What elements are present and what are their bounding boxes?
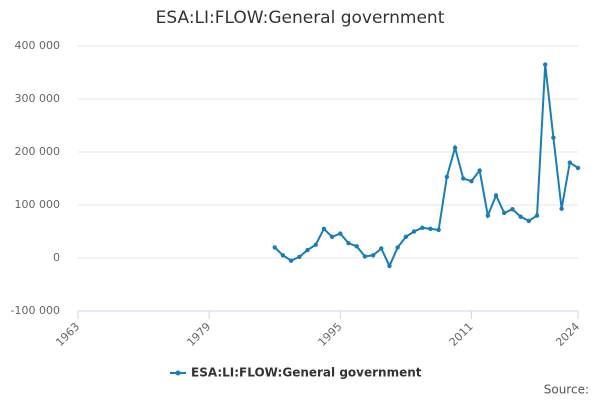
series-line <box>274 64 579 269</box>
data-point <box>297 254 302 260</box>
data-point <box>329 234 335 239</box>
y-tick-label: 100 000 <box>15 198 61 211</box>
data-point <box>387 263 392 269</box>
data-point <box>362 254 368 259</box>
y-tick-label: 0 <box>53 251 60 264</box>
x-tick-label: 2011 <box>447 320 476 349</box>
data-point <box>436 227 441 233</box>
data-point <box>403 234 409 239</box>
data-point <box>469 178 474 184</box>
data-point <box>272 245 277 250</box>
data-point <box>567 160 573 165</box>
data-point <box>346 240 351 246</box>
data-point <box>379 246 384 251</box>
data-point <box>321 226 327 232</box>
x-tick-label: 1995 <box>316 320 345 349</box>
data-point <box>551 135 556 140</box>
data-point <box>518 214 523 219</box>
data-point <box>313 242 318 247</box>
x-tick-label: 1963 <box>53 320 82 349</box>
data-point <box>461 176 466 181</box>
data-point <box>543 62 548 67</box>
data-point <box>444 174 450 180</box>
data-point <box>411 229 417 234</box>
y-tick-label: 200 000 <box>15 145 61 158</box>
data-point <box>526 218 532 224</box>
data-point <box>370 253 376 258</box>
data-point <box>452 145 458 150</box>
data-point <box>493 193 499 198</box>
data-point <box>280 253 286 258</box>
y-tick-label: -100 000 <box>11 304 60 317</box>
data-point <box>288 258 294 263</box>
source-label: Source: <box>544 383 589 397</box>
legend-label: ESA:LI:FLOW:General government <box>191 366 422 380</box>
data-point <box>428 226 433 232</box>
data-point <box>575 165 581 171</box>
data-point <box>420 225 425 230</box>
y-tick-label: 300 000 <box>15 92 61 105</box>
chart-title: ESA:LI:FLOW:General government <box>156 8 445 28</box>
data-point <box>395 245 400 250</box>
data-point <box>510 207 515 212</box>
data-point <box>485 213 491 218</box>
data-point <box>354 244 359 249</box>
legend-marker <box>175 370 181 376</box>
data-point <box>534 213 540 218</box>
data-point <box>338 231 343 236</box>
x-tick-label: 2024 <box>553 320 582 349</box>
data-point <box>305 247 310 253</box>
data-point <box>502 210 507 216</box>
y-tick-label: 400 000 <box>15 39 61 52</box>
data-point <box>477 168 482 173</box>
data-point <box>559 206 564 211</box>
x-tick-label: 1979 <box>184 320 213 349</box>
